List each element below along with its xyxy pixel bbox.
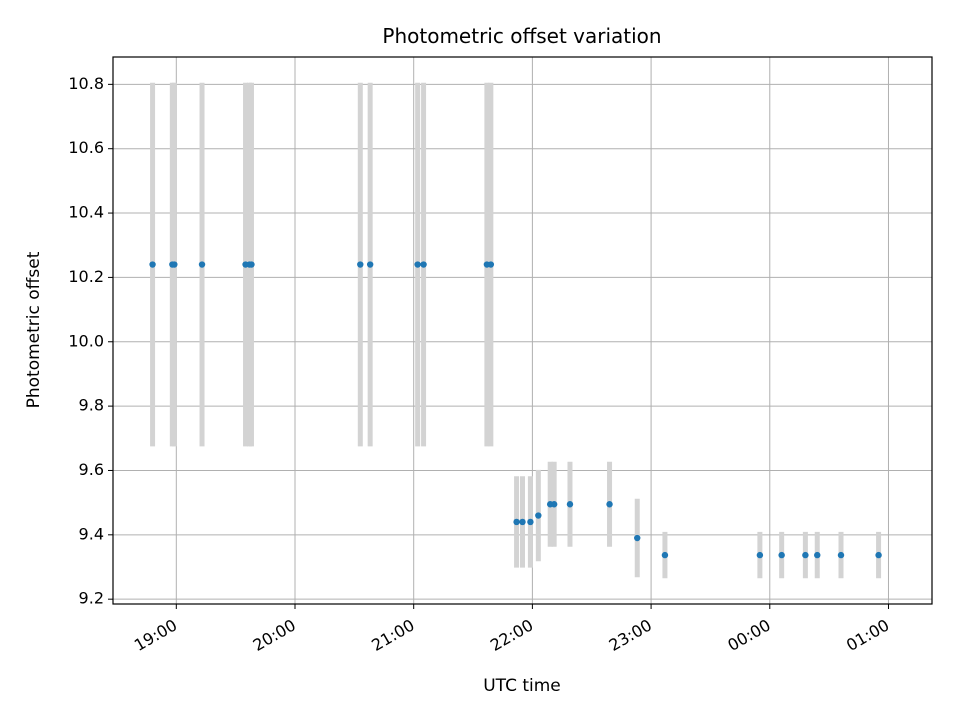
y-tick-label: 10.8 (68, 74, 104, 93)
data-point (248, 261, 255, 268)
y-tick-label: 10.2 (68, 267, 104, 286)
data-point (519, 518, 526, 526)
data-point (606, 501, 613, 508)
x-axis-title: UTC time (483, 676, 561, 696)
data-point (837, 551, 845, 559)
data-point (778, 551, 785, 559)
data-point (420, 261, 427, 268)
y-tick-label: 9.8 (79, 396, 104, 415)
data-point (814, 551, 821, 559)
data-point (198, 261, 206, 268)
y-tick-label: 10.0 (68, 331, 104, 350)
data-point (171, 261, 178, 268)
data-point (566, 501, 574, 508)
y-axis: 9.2 9.4 9.6 9.8 10.0 10.2 10.4 10.6 10.8 (68, 74, 113, 608)
y-axis-title: Photometric offset (24, 251, 44, 408)
y-tick-label: 10.4 (68, 203, 104, 222)
data-point (366, 261, 374, 268)
data-point (634, 534, 641, 542)
data-point (875, 551, 882, 559)
y-tick-label: 9.2 (79, 589, 104, 608)
y-tick-label: 10.6 (68, 138, 104, 157)
data-points (149, 261, 882, 559)
data-point (550, 501, 558, 508)
data-point (535, 512, 542, 519)
data-point (756, 551, 764, 559)
data-point (802, 551, 809, 559)
plot-frame (112, 56, 933, 605)
y-tick-label: 9.4 (79, 524, 104, 543)
data-point (661, 551, 669, 559)
data-point (487, 261, 495, 268)
data-point (414, 261, 421, 268)
data-point (527, 518, 534, 526)
data-point (149, 261, 156, 268)
data-point (357, 261, 364, 268)
chart-title: Photometric offset variation (382, 24, 661, 48)
y-tick-label: 9.6 (79, 460, 104, 479)
data-point (513, 518, 520, 526)
